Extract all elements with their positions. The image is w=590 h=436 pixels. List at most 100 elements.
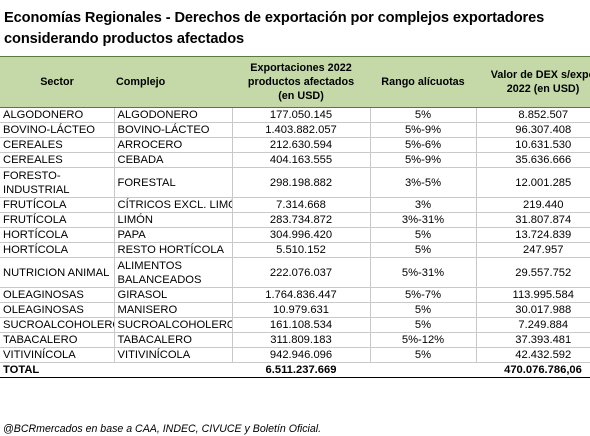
cell-dex: 96.307.408 — [475, 122, 590, 138]
page-title: Economías Regionales - Derechos de expor… — [4, 8, 588, 50]
cell-exportaciones: 283.734.872 — [231, 212, 370, 228]
title-line-1: Economías Regionales - Derechos de expor… — [4, 10, 545, 26]
table-row: TABACALERO TABACALERO 311.809.183 5%-12% 37.… — [0, 332, 590, 348]
cell-dex: 10.631.530 — [475, 137, 590, 153]
cell-exportaciones: 177.050.145 — [231, 107, 370, 123]
cell-sector: BOVINO-LÁCTEO — [0, 122, 114, 138]
cell-rango: 5% — [369, 107, 476, 123]
header-complejo: Complejo — [114, 56, 232, 108]
cell-rango: 3%-31% — [369, 212, 476, 228]
cell-dex: 7.249.884 — [475, 317, 590, 333]
cell-dex: 13.724.839 — [475, 227, 590, 243]
cell-complejo: GIRASOL — [113, 287, 232, 303]
cell-exportaciones: 212.630.594 — [231, 137, 370, 153]
cell-complejo: TABACALERO — [113, 332, 232, 348]
cell-rango: 5%-9% — [369, 152, 476, 168]
cell-rango: 5%-6% — [369, 137, 476, 153]
cell-dex: 8.852.507 — [475, 107, 590, 123]
table-row: VITIVINÍCOLA VITIVINÍCOLA 942.946.096 5% 42.… — [0, 347, 590, 363]
cell-exportaciones: 10.979.631 — [231, 302, 370, 318]
cell-sector: TABACALERO — [0, 332, 114, 348]
table-row: NUTRICION ANIMAL ALIMENTOS BALANCEADOS 222… — [0, 257, 590, 288]
table-row: SUCROALCOHOLERO SUCROALCOHOLERO 161.108.53… — [0, 317, 590, 333]
header-exportaciones: Exportaciones 2022 productos afectados (… — [232, 56, 370, 108]
cell-rango: 5%-12% — [369, 332, 476, 348]
cell-rango: 5% — [369, 347, 476, 363]
cell-complejo: LIMÓN — [113, 212, 232, 228]
cell-dex: 113.995.584 — [475, 287, 590, 303]
cell-complejo: BOVINO-LÁCTEO — [113, 122, 232, 138]
total-complejo-empty — [114, 362, 232, 378]
cell-exportaciones: 304.996.420 — [231, 227, 370, 243]
cell-exportaciones: 161.108.534 — [231, 317, 370, 333]
cell-dex: 31.807.874 — [475, 212, 590, 228]
source-note: @BCRmercados en base a CAA, INDEC, CIVUC… — [3, 423, 322, 435]
total-dex: 470.076.786,06 — [476, 362, 590, 378]
table-row: CEREALES ARROCERO 212.630.594 5%-6% 10.631.5… — [0, 137, 590, 153]
cell-complejo: VITIVINÍCOLA — [113, 347, 232, 363]
cell-sector: HORTÍCOLA — [0, 227, 114, 243]
export-duties-table: Sector Complejo Exportaciones 2022 produ… — [0, 56, 590, 378]
header-rango: Rango alícuotas — [370, 56, 476, 108]
cell-rango: 5%-31% — [369, 257, 476, 288]
title-line-2: considerando productos afectados — [4, 31, 245, 47]
total-row: TOTAL 6.511.237.669 470.076.786,06 — [0, 362, 590, 378]
table-row: HORTÍCOLA RESTO HORTÍCOLA 5.510.152 5% 247.9… — [0, 242, 590, 258]
cell-rango: 5%-9% — [369, 122, 476, 138]
cell-complejo: SUCROALCOHOLERO — [113, 317, 232, 333]
cell-exportaciones: 942.946.096 — [231, 347, 370, 363]
cell-complejo: ARROCERO — [113, 137, 232, 153]
table-row: OLEAGINOSAS MANISERO 10.979.631 5% 30.017.98… — [0, 302, 590, 318]
header-dex: Valor de DEX s/expo 2022 (en USD) — [476, 56, 590, 108]
table-header-row: Sector Complejo Exportaciones 2022 produ… — [0, 56, 590, 108]
header-exportaciones-line-3: (en USD) — [278, 90, 324, 102]
cell-rango: 5%-7% — [369, 287, 476, 303]
cell-exportaciones: 298.198.882 — [231, 167, 370, 198]
cell-sector: VITIVINÍCOLA — [0, 347, 114, 363]
cell-rango: 3%-5% — [369, 167, 476, 198]
table-row: CEREALES CEBADA 404.163.555 5%-9% 35.636.666 — [0, 152, 590, 168]
cell-dex: 29.557.752 — [475, 257, 590, 288]
total-exportaciones: 6.511.237.669 — [232, 362, 370, 378]
table-row: BOVINO-LÁCTEO BOVINO-LÁCTEO 1.403.882.057 5… — [0, 122, 590, 138]
total-rango-empty — [370, 362, 476, 378]
cell-exportaciones: 1.403.882.057 — [231, 122, 370, 138]
cell-exportaciones: 7.314.668 — [231, 197, 370, 213]
table-row: FRUTÍCOLA LIMÓN 283.734.872 3%-31% 31.807.87… — [0, 212, 590, 228]
table-body: ALGODONERO ALGODONERO 177.050.145 5% 8.852.5… — [0, 107, 590, 363]
table-row: FORESTO-INDUSTRIAL FORESTAL 298.198.882 3%-… — [0, 167, 590, 198]
cell-exportaciones: 5.510.152 — [231, 242, 370, 258]
cell-sector: SUCROALCOHOLERO — [0, 317, 114, 333]
cell-rango: 5% — [369, 317, 476, 333]
cell-sector: CEREALES — [0, 137, 114, 153]
cell-rango: 3% — [369, 197, 476, 213]
cell-exportaciones: 404.163.555 — [231, 152, 370, 168]
cell-exportaciones: 311.809.183 — [231, 332, 370, 348]
cell-sector: NUTRICION ANIMAL — [0, 257, 114, 288]
header-sector: Sector — [0, 56, 114, 108]
cell-complejo: ALGODONERO — [113, 107, 232, 123]
header-exportaciones-line-1: Exportaciones 2022 — [250, 62, 352, 74]
cell-dex: 12.001.285 — [475, 167, 590, 198]
cell-dex: 30.017.988 — [475, 302, 590, 318]
cell-complejo: ALIMENTOS BALANCEADOS — [113, 257, 232, 288]
header-dex-line-2: 2022 (en USD) — [506, 83, 580, 95]
cell-sector: HORTÍCOLA — [0, 242, 114, 258]
cell-sector: OLEAGINOSAS — [0, 302, 114, 318]
cell-complejo: RESTO HORTÍCOLA — [113, 242, 232, 258]
cell-sector: CEREALES — [0, 152, 114, 168]
cell-dex: 35.636.666 — [475, 152, 590, 168]
header-dex-line-1: Valor de DEX s/expo — [490, 69, 590, 81]
cell-complejo: CEBADA — [113, 152, 232, 168]
cell-exportaciones: 1.764.836.447 — [231, 287, 370, 303]
cell-dex: 247.957 — [475, 242, 590, 258]
cell-sector: FRUTÍCOLA — [0, 197, 114, 213]
cell-rango: 5% — [369, 242, 476, 258]
cell-sector: FORESTO-INDUSTRIAL — [0, 167, 114, 198]
cell-exportaciones: 222.076.037 — [231, 257, 370, 288]
cell-dex: 37.393.481 — [475, 332, 590, 348]
table-row: OLEAGINOSAS GIRASOL 1.764.836.447 5%-7% 113.… — [0, 287, 590, 303]
cell-complejo: PAPA — [113, 227, 232, 243]
cell-complejo: FORESTAL — [113, 167, 232, 198]
